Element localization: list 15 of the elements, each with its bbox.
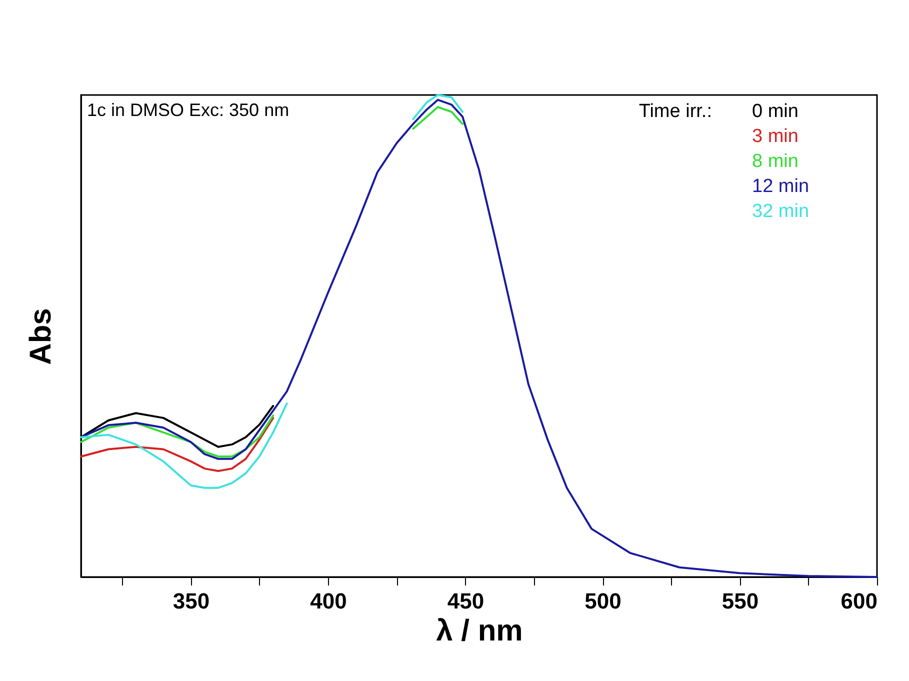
x-tick-label: 450 [447, 588, 484, 614]
annotation: 1c in DMSO Exc: 350 nm [87, 100, 290, 120]
x-tick-label: 500 [584, 588, 622, 614]
text: 3 min [752, 126, 798, 147]
x-tick-label: 350 [172, 588, 210, 614]
x-tick-label: 550 [722, 588, 759, 614]
text: 12 min [752, 176, 810, 197]
text: 0 min [752, 101, 798, 122]
y-axis-title: Abs [24, 308, 58, 365]
legend-title: Time irr.: [638, 101, 712, 122]
x-tick-label: 600 [840, 588, 878, 614]
text: 8 min [752, 151, 798, 172]
x-tick-label: 400 [310, 588, 347, 614]
text: 32 min [752, 201, 810, 222]
x-axis-title: λ / nm [436, 614, 523, 648]
